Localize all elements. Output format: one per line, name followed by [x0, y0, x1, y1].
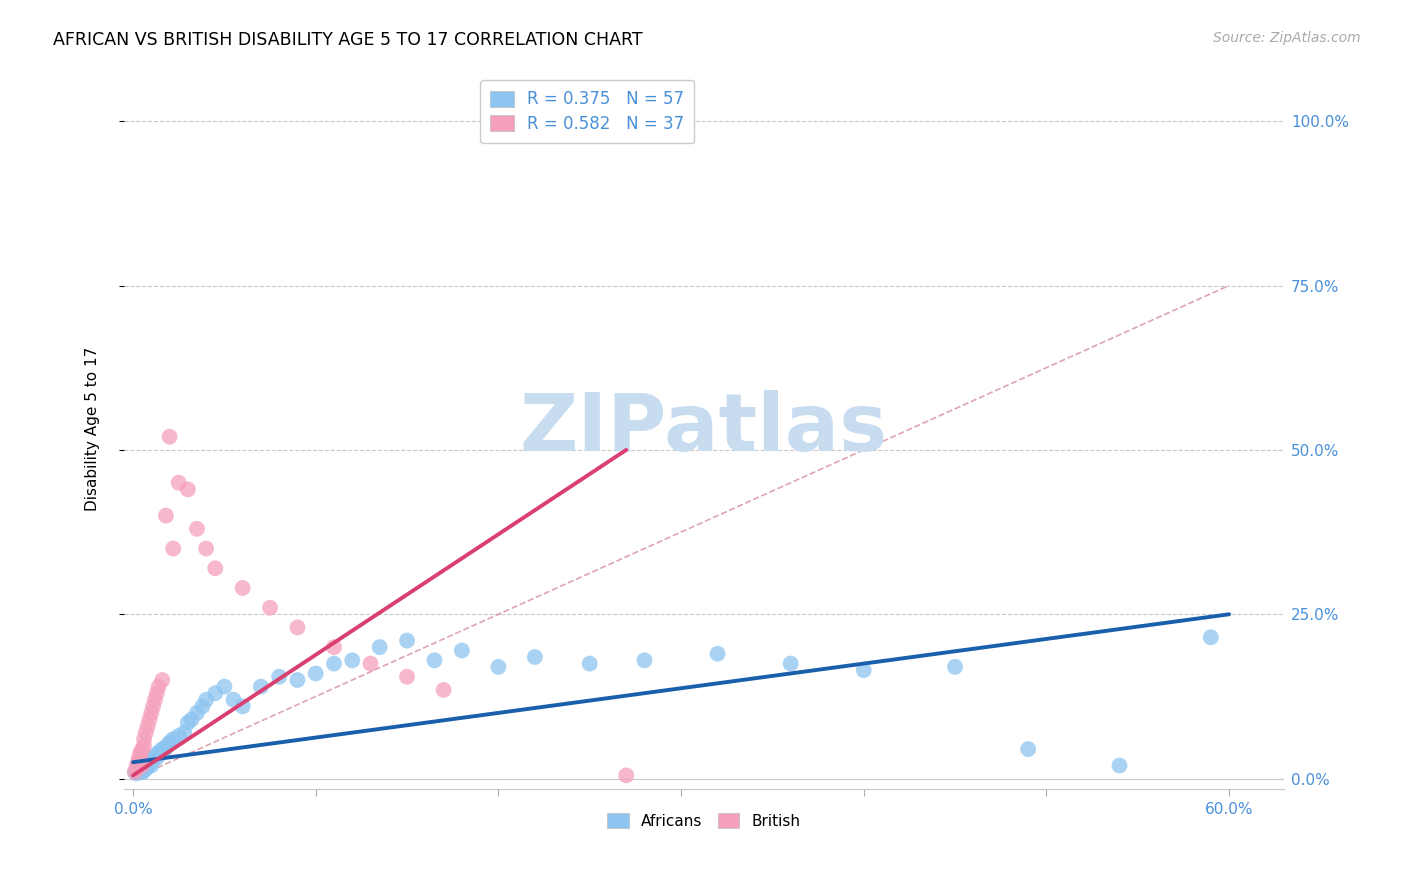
Point	[125, 762, 148, 776]
Point	[125, 758, 148, 772]
Point	[142, 699, 165, 714]
Point	[259, 600, 281, 615]
Point	[132, 739, 155, 753]
Point	[423, 653, 446, 667]
Point	[323, 640, 346, 655]
Point	[131, 760, 153, 774]
Point	[360, 657, 382, 671]
Point	[132, 764, 155, 778]
Point	[396, 633, 419, 648]
Point	[141, 752, 163, 766]
Point	[1199, 630, 1222, 644]
Point	[177, 715, 200, 730]
Point	[214, 680, 236, 694]
Point	[143, 748, 166, 763]
Point	[136, 760, 159, 774]
Point	[191, 699, 214, 714]
Point	[943, 660, 966, 674]
Point	[269, 670, 291, 684]
Point	[195, 692, 218, 706]
Point	[131, 765, 153, 780]
Point	[138, 713, 160, 727]
Point	[578, 657, 600, 671]
Point	[232, 581, 254, 595]
Point	[1017, 742, 1039, 756]
Point	[132, 758, 155, 772]
Point	[523, 650, 546, 665]
Point	[173, 725, 195, 739]
Point	[486, 660, 509, 674]
Point	[180, 713, 202, 727]
Text: ZIPatlas: ZIPatlas	[520, 390, 889, 467]
Point	[146, 686, 169, 700]
Point	[128, 764, 150, 778]
Point	[128, 752, 150, 766]
Point	[129, 762, 152, 776]
Point	[177, 483, 200, 497]
Point	[131, 742, 153, 756]
Point	[186, 522, 208, 536]
Point	[141, 758, 163, 772]
Point	[135, 725, 157, 739]
Point	[779, 657, 801, 671]
Point	[136, 719, 159, 733]
Point	[633, 653, 655, 667]
Point	[614, 114, 637, 128]
Point	[149, 747, 172, 761]
Point	[1108, 758, 1130, 772]
Point	[150, 673, 173, 687]
Point	[156, 739, 179, 753]
Point	[167, 475, 190, 490]
Point	[250, 680, 273, 694]
Point	[287, 673, 309, 687]
Point	[186, 706, 208, 720]
Point	[167, 729, 190, 743]
Point	[232, 699, 254, 714]
Point	[432, 682, 454, 697]
Point	[204, 561, 226, 575]
Point	[132, 732, 155, 747]
Point	[155, 508, 177, 523]
Point	[159, 430, 181, 444]
Point	[131, 758, 153, 772]
Point	[614, 768, 637, 782]
Point	[195, 541, 218, 556]
Point	[124, 765, 146, 780]
Text: Source: ZipAtlas.com: Source: ZipAtlas.com	[1213, 31, 1361, 45]
Point	[204, 686, 226, 700]
Y-axis label: Disability Age 5 to 17: Disability Age 5 to 17	[86, 346, 100, 510]
Point	[162, 732, 184, 747]
Point	[287, 620, 309, 634]
Legend: Africans, British: Africans, British	[602, 807, 807, 835]
Point	[222, 692, 245, 706]
Point	[125, 766, 148, 780]
Point	[135, 757, 157, 772]
Point	[135, 762, 157, 776]
Point	[150, 742, 173, 756]
Point	[143, 692, 166, 706]
Point	[148, 745, 170, 759]
Point	[155, 740, 177, 755]
Point	[138, 756, 160, 770]
Point	[148, 680, 170, 694]
Point	[153, 744, 176, 758]
Point	[706, 647, 728, 661]
Point	[128, 756, 150, 770]
Point	[142, 753, 165, 767]
Point	[141, 706, 163, 720]
Point	[323, 657, 346, 671]
Point	[129, 745, 152, 759]
Point	[396, 670, 419, 684]
Point	[450, 643, 472, 657]
Text: AFRICAN VS BRITISH DISABILITY AGE 5 TO 17 CORRELATION CHART: AFRICAN VS BRITISH DISABILITY AGE 5 TO 1…	[53, 31, 643, 49]
Point	[124, 765, 146, 780]
Point	[368, 640, 391, 655]
Point	[129, 748, 152, 763]
Point	[852, 663, 875, 677]
Point	[305, 666, 328, 681]
Point	[146, 750, 169, 764]
Point	[342, 653, 364, 667]
Point	[159, 735, 181, 749]
Point	[162, 541, 184, 556]
